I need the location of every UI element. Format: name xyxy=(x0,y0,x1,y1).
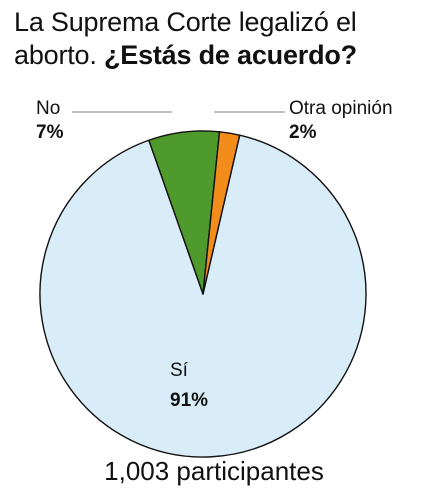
pie-slices xyxy=(39,130,367,458)
chart-title-line1: La Suprema Corte legalizó el xyxy=(14,7,357,37)
pie-slice-otra-opinion xyxy=(202,131,241,295)
chart-title-line2: aborto. ¿Estás de acuerdo? xyxy=(14,39,418,72)
pie-slice-si xyxy=(39,134,367,458)
slice-value-otra-opinion: 2% xyxy=(289,122,317,143)
chart-title-question: ¿Estás de acuerdo? xyxy=(103,40,357,70)
slice-value-si: 91% xyxy=(170,390,208,411)
slice-value-no: 7% xyxy=(36,122,64,143)
chart-title-line2-plain: aborto. xyxy=(14,40,104,70)
slice-label-otra-opinion: Otra opinión xyxy=(289,98,393,119)
slice-label-si: Sí xyxy=(170,360,189,381)
chart-title: La Suprema Corte legalizó el aborto. ¿Es… xyxy=(14,6,418,72)
participants-count: 1,003 participantes xyxy=(104,456,324,486)
slice-label-no: No xyxy=(36,98,60,119)
